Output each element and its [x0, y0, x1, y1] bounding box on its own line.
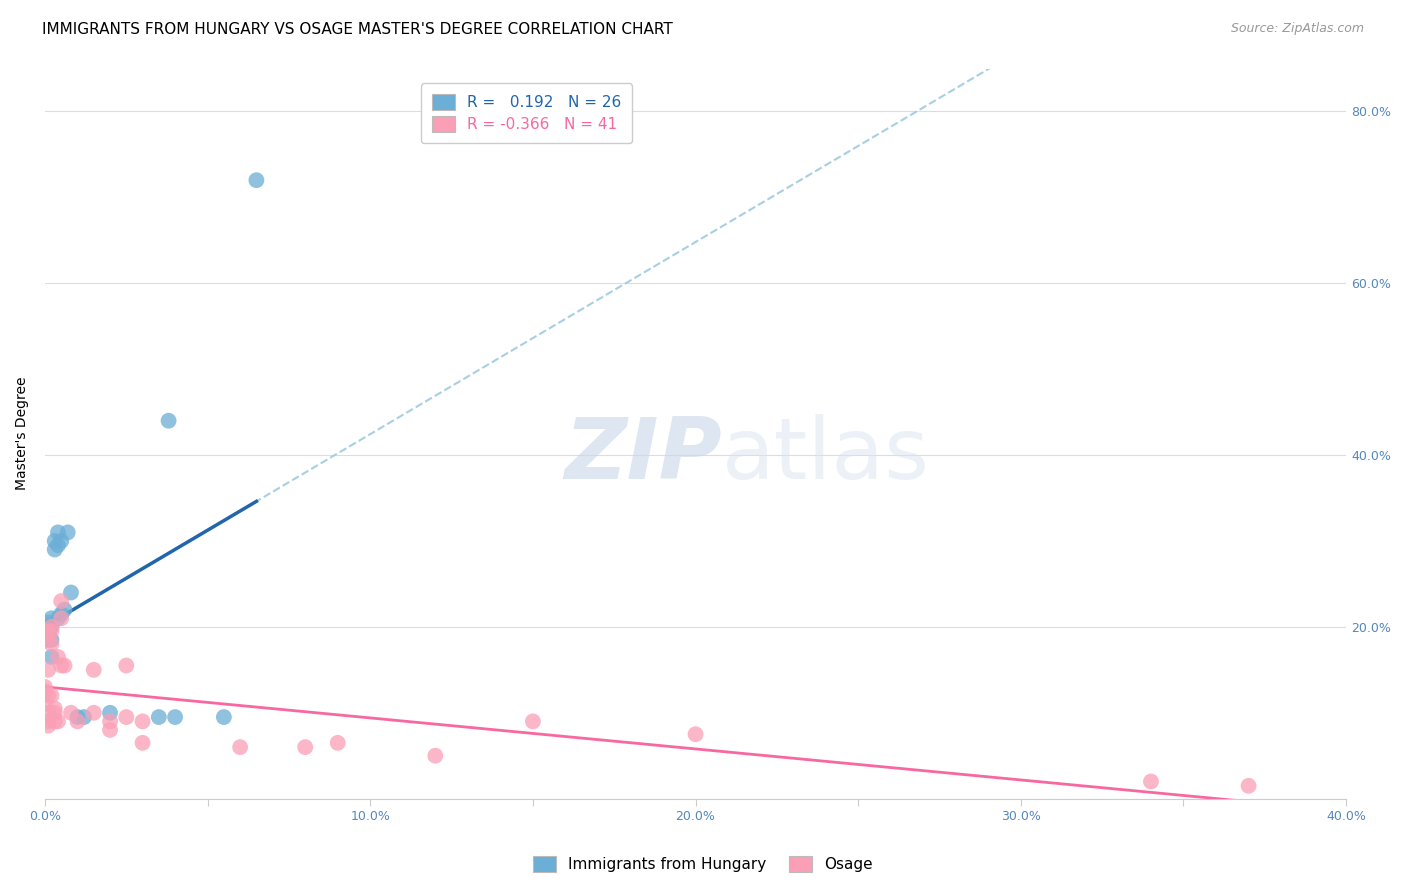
Point — [73, 710, 96, 724]
Point — [83, 663, 105, 677]
Point — [98, 714, 121, 729]
Point — [44, 714, 66, 729]
Point — [37, 632, 59, 647]
Point — [59, 706, 82, 720]
Point — [37, 624, 59, 639]
Point — [51, 607, 73, 621]
Point — [41, 689, 63, 703]
Point — [98, 706, 121, 720]
Point — [37, 663, 59, 677]
Text: Source: ZipAtlas.com: Source: ZipAtlas.com — [1230, 22, 1364, 36]
Point — [66, 714, 89, 729]
Point — [37, 714, 59, 729]
Point — [245, 173, 267, 187]
Point — [148, 710, 170, 724]
Point — [53, 658, 76, 673]
Point — [98, 723, 121, 737]
Point — [53, 603, 76, 617]
Point — [66, 710, 89, 724]
Point — [34, 684, 56, 698]
Point — [1237, 779, 1260, 793]
Point — [115, 710, 138, 724]
Point — [44, 706, 66, 720]
Legend: Immigrants from Hungary, Osage: Immigrants from Hungary, Osage — [526, 848, 880, 880]
Point — [425, 748, 447, 763]
Point — [41, 637, 63, 651]
Point — [56, 525, 79, 540]
Text: ZIP: ZIP — [564, 414, 721, 497]
Point — [51, 611, 73, 625]
Point — [37, 620, 59, 634]
Point — [37, 689, 59, 703]
Point — [37, 719, 59, 733]
Point — [59, 585, 82, 599]
Point — [44, 542, 66, 557]
Point — [37, 615, 59, 630]
Point — [131, 714, 153, 729]
Point — [326, 736, 349, 750]
Point — [34, 697, 56, 711]
Point — [115, 658, 138, 673]
Point — [41, 624, 63, 639]
Point — [46, 525, 69, 540]
Point — [46, 649, 69, 664]
Point — [51, 533, 73, 548]
Point — [41, 632, 63, 647]
Point — [44, 533, 66, 548]
Point — [41, 620, 63, 634]
Point — [165, 710, 187, 724]
Point — [212, 710, 235, 724]
Point — [294, 740, 316, 755]
Point — [46, 611, 69, 625]
Point — [522, 714, 544, 729]
Point — [41, 649, 63, 664]
Point — [83, 706, 105, 720]
Point — [51, 594, 73, 608]
Point — [37, 706, 59, 720]
Y-axis label: Master's Degree: Master's Degree — [15, 376, 30, 491]
Point — [34, 680, 56, 694]
Point — [685, 727, 707, 741]
Text: IMMIGRANTS FROM HUNGARY VS OSAGE MASTER'S DEGREE CORRELATION CHART: IMMIGRANTS FROM HUNGARY VS OSAGE MASTER'… — [42, 22, 673, 37]
Point — [51, 658, 73, 673]
Point — [46, 538, 69, 552]
Point — [46, 714, 69, 729]
Point — [157, 414, 180, 428]
Point — [37, 632, 59, 647]
Point — [41, 620, 63, 634]
Point — [131, 736, 153, 750]
Text: atlas: atlas — [721, 414, 929, 497]
Point — [229, 740, 252, 755]
Point — [37, 624, 59, 639]
Point — [1140, 774, 1163, 789]
Point — [41, 611, 63, 625]
Legend: R =   0.192   N = 26, R = -0.366   N = 41: R = 0.192 N = 26, R = -0.366 N = 41 — [420, 84, 631, 143]
Point — [44, 701, 66, 715]
